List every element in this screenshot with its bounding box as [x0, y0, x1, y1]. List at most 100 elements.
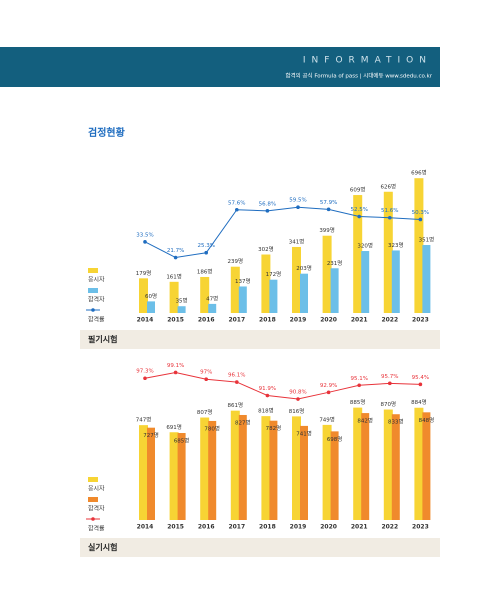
bar: [414, 178, 424, 313]
data-label: 816명: [289, 408, 305, 415]
data-label: 341명: [289, 238, 305, 245]
bar: [147, 427, 155, 520]
data-label: 137명: [235, 278, 251, 285]
x-tick-label: 2017: [228, 317, 245, 324]
data-label: 59.5%: [289, 198, 306, 204]
rate-marker: [235, 207, 239, 212]
data-label: 21.7%: [167, 248, 184, 254]
data-label: 842명: [357, 418, 373, 425]
bar: [422, 412, 431, 520]
bar: [177, 306, 186, 313]
rate-marker: [204, 250, 208, 255]
data-label: 685명: [174, 438, 190, 445]
bar: [292, 416, 301, 520]
x-tick-label: 2018: [259, 317, 276, 324]
rate-marker: [173, 370, 178, 375]
bar: [238, 286, 247, 313]
bar: [261, 254, 271, 313]
x-tick-label: 2019: [290, 317, 307, 324]
bar: [300, 273, 308, 313]
bar: [353, 195, 363, 313]
bar: [300, 425, 308, 520]
rate-line: [144, 206, 421, 259]
data-label: 827명: [235, 419, 251, 426]
bar: [139, 425, 148, 520]
data-label: 818명: [258, 408, 274, 415]
bar: [353, 407, 363, 520]
data-label: 848명: [419, 417, 435, 424]
bar: [169, 281, 179, 313]
section-title: 실기시험: [88, 542, 117, 552]
x-tick-label: 2023: [412, 317, 429, 324]
legend-label: 합격률: [88, 316, 105, 324]
section-title: 필기시험: [88, 334, 117, 344]
rate-marker: [418, 382, 423, 387]
rate-marker: [357, 383, 362, 388]
data-label: 302명: [258, 246, 274, 253]
bar: [330, 268, 339, 313]
rate-marker: [265, 393, 270, 398]
data-label: 97%: [200, 370, 212, 376]
data-label: 25.3%: [197, 243, 214, 249]
data-label: 870명: [381, 401, 397, 408]
x-tick-label: 2019: [290, 524, 307, 531]
legend-label: 합격자: [88, 505, 105, 513]
data-label: 33.5%: [136, 232, 153, 238]
data-label: 609명: [350, 187, 366, 194]
data-label: 35명: [176, 298, 188, 305]
data-label: 179명: [136, 270, 152, 277]
data-label: 47명: [206, 295, 218, 302]
x-tick-label: 2016: [198, 524, 215, 531]
data-label: 90.8%: [289, 390, 306, 396]
data-label: 161명: [166, 273, 182, 280]
legend-label: 합격률: [88, 525, 105, 533]
legend-swatch: [88, 268, 98, 273]
legend-marker: [91, 517, 95, 521]
rate-marker: [326, 207, 331, 212]
rate-marker: [235, 380, 239, 384]
bar: [200, 276, 210, 313]
data-label: 323명: [388, 242, 404, 249]
data-label: 351명: [419, 237, 435, 244]
legend-label: 합격자: [88, 296, 105, 304]
rate-marker: [265, 209, 270, 213]
rate-marker: [418, 217, 423, 222]
rate-line: [144, 371, 421, 400]
data-label: 696명: [411, 170, 427, 177]
rate-marker: [296, 205, 300, 210]
data-label: 239명: [228, 258, 244, 265]
section-band: [80, 538, 440, 557]
x-tick-label: 2014: [137, 524, 154, 531]
legend-swatch: [88, 477, 98, 482]
bar: [230, 410, 240, 520]
bar: [177, 433, 186, 520]
bar: [238, 414, 247, 520]
bar: [322, 424, 332, 520]
section-band: [80, 330, 440, 349]
bar: [292, 246, 301, 313]
header-subline: 합격의 공식 Formula of pass | 시대에듀 www.sdedu.…: [286, 72, 433, 80]
x-tick-label: 2021: [351, 317, 368, 324]
legend-label: 응시자: [88, 485, 105, 493]
x-tick-label: 2022: [381, 524, 398, 531]
bar: [414, 407, 424, 520]
data-label: 727명: [143, 432, 159, 439]
rate-marker: [143, 376, 147, 381]
bar: [269, 279, 278, 313]
data-label: 884명: [411, 399, 427, 406]
bar: [208, 303, 217, 313]
data-label: 203명: [296, 265, 312, 272]
data-label: 399명: [319, 227, 335, 234]
bar: [391, 250, 400, 313]
rate-marker: [173, 255, 178, 260]
x-tick-label: 2018: [259, 524, 276, 531]
rate-marker: [388, 215, 392, 220]
x-tick-label: 2023: [412, 524, 429, 531]
x-tick-label: 2020: [320, 524, 337, 531]
data-label: 885명: [350, 399, 366, 406]
rate-marker: [357, 214, 362, 219]
data-label: 95.4%: [412, 375, 429, 381]
rate-marker: [204, 377, 208, 382]
bar: [322, 235, 332, 313]
header-band: [0, 47, 440, 87]
